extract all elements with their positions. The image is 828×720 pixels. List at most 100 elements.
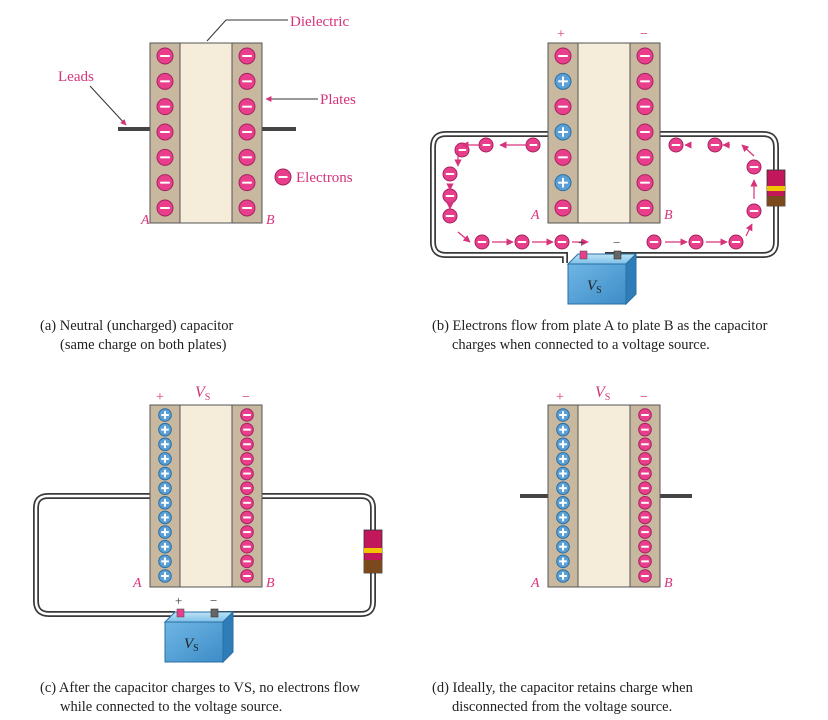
positive-charge (159, 540, 172, 553)
electron-charge (555, 200, 571, 216)
caption-c: (c) After the capacitor charges to VS, n… (40, 679, 360, 717)
electron-charge (689, 235, 703, 249)
flow-arrow (458, 232, 470, 242)
electron-charge (637, 175, 653, 191)
plate-a-label: A (530, 576, 540, 591)
electron-charge (637, 124, 653, 140)
dielectric-pointer (207, 20, 288, 41)
electron-charge (637, 73, 653, 89)
positive-charge (557, 511, 570, 524)
positive-charge (557, 555, 570, 568)
positive-charge (557, 482, 570, 495)
electron-charge (241, 540, 254, 553)
plate-left-polarity: + (156, 390, 164, 405)
electron-charge (241, 438, 254, 451)
caption-c-line2: while connected to the voltage source. (40, 698, 360, 717)
electron-charge (239, 124, 255, 140)
panel-b: + − A B + − VS (433, 27, 785, 304)
positive-charge (159, 453, 172, 466)
electron-charge (708, 138, 722, 152)
caption-b-line1: (b) Electrons flow from plate A to plate… (432, 317, 767, 336)
plate-right-polarity: − (242, 390, 250, 405)
positive-charge (159, 482, 172, 495)
electron-charge (639, 453, 652, 466)
voltage-source-battery: + − VS (568, 235, 636, 304)
electron-charge (241, 555, 254, 568)
battery-minus-sign: − (613, 235, 620, 250)
electron-charge (157, 149, 173, 165)
resistor (767, 170, 785, 206)
electron-charge (239, 99, 255, 115)
plate-b-label: B (266, 213, 275, 228)
electron-charge (157, 200, 173, 216)
positive-charge (557, 453, 570, 466)
electron-charge (443, 167, 457, 181)
caption-a-line1: (a) Neutral (uncharged) capacitor (40, 317, 233, 336)
vs-label: VS (595, 384, 610, 403)
plate-left-polarity: + (556, 390, 564, 405)
caption-d: (d) Ideally, the capacitor retains charg… (432, 679, 693, 717)
electron-charge (637, 99, 653, 115)
electron-charge (241, 453, 254, 466)
electron-charge (747, 204, 761, 218)
positive-terminal (580, 251, 587, 259)
flow-arrow (742, 145, 754, 156)
electron-charge (669, 138, 683, 152)
positive-charge (159, 570, 172, 583)
electron-charge (241, 482, 254, 495)
panel-a: A B Dielectric Leads Plates Electrons (58, 14, 356, 228)
electron-charge (637, 149, 653, 165)
electron-charge (555, 149, 571, 165)
positive-charge (555, 73, 571, 89)
plate-a-label: A (132, 576, 142, 591)
electron-charge (747, 160, 761, 174)
electron-charge (639, 511, 652, 524)
positive-charge (557, 570, 570, 583)
positive-charge (159, 511, 172, 524)
battery-plus-sign: + (175, 593, 182, 608)
electron-charge (241, 467, 254, 480)
voltage-source-battery: + − VS (165, 593, 233, 662)
dielectric-label: Dielectric (290, 14, 349, 30)
positive-charge (555, 124, 571, 140)
panel-d: + − VS A B (520, 384, 692, 591)
electron-charge (239, 149, 255, 165)
electron-charge (729, 235, 743, 249)
electron-charge (239, 200, 255, 216)
electron-charge (639, 438, 652, 451)
positive-charge (557, 409, 570, 422)
caption-d-line1: (d) Ideally, the capacitor retains charg… (432, 679, 693, 698)
electron-charge (639, 526, 652, 539)
flow-arrow (746, 224, 752, 236)
dielectric (578, 405, 630, 587)
dielectric (180, 405, 232, 587)
positive-charge (557, 438, 570, 451)
negative-terminal (211, 609, 218, 617)
positive-charge (159, 555, 172, 568)
positive-charge (557, 540, 570, 553)
electron-charge (639, 482, 652, 495)
plate-b-label: B (664, 576, 673, 591)
electron-charge (639, 423, 652, 436)
electron-charge (639, 497, 652, 510)
plate-right-polarity: − (640, 390, 648, 405)
electron-charge (639, 409, 652, 422)
electron-charge (639, 540, 652, 553)
electron-charge (239, 48, 255, 64)
panel-c: + − VS A B + − VS (36, 384, 382, 662)
positive-charge (159, 438, 172, 451)
electron-charge (157, 99, 173, 115)
electron-charge (241, 409, 254, 422)
plate-b-label: B (664, 208, 673, 223)
electron-charge (555, 235, 569, 249)
electron-charge (443, 189, 457, 203)
positive-charge (159, 526, 172, 539)
dielectric (578, 43, 630, 223)
battery-minus-sign: − (210, 593, 217, 608)
dielectric (180, 43, 232, 223)
caption-d-line2: disconnected from the voltage source. (432, 698, 693, 717)
plates-label: Plates (320, 92, 356, 108)
battery-plus-sign: + (578, 235, 585, 250)
plate-left-polarity: + (557, 27, 565, 42)
